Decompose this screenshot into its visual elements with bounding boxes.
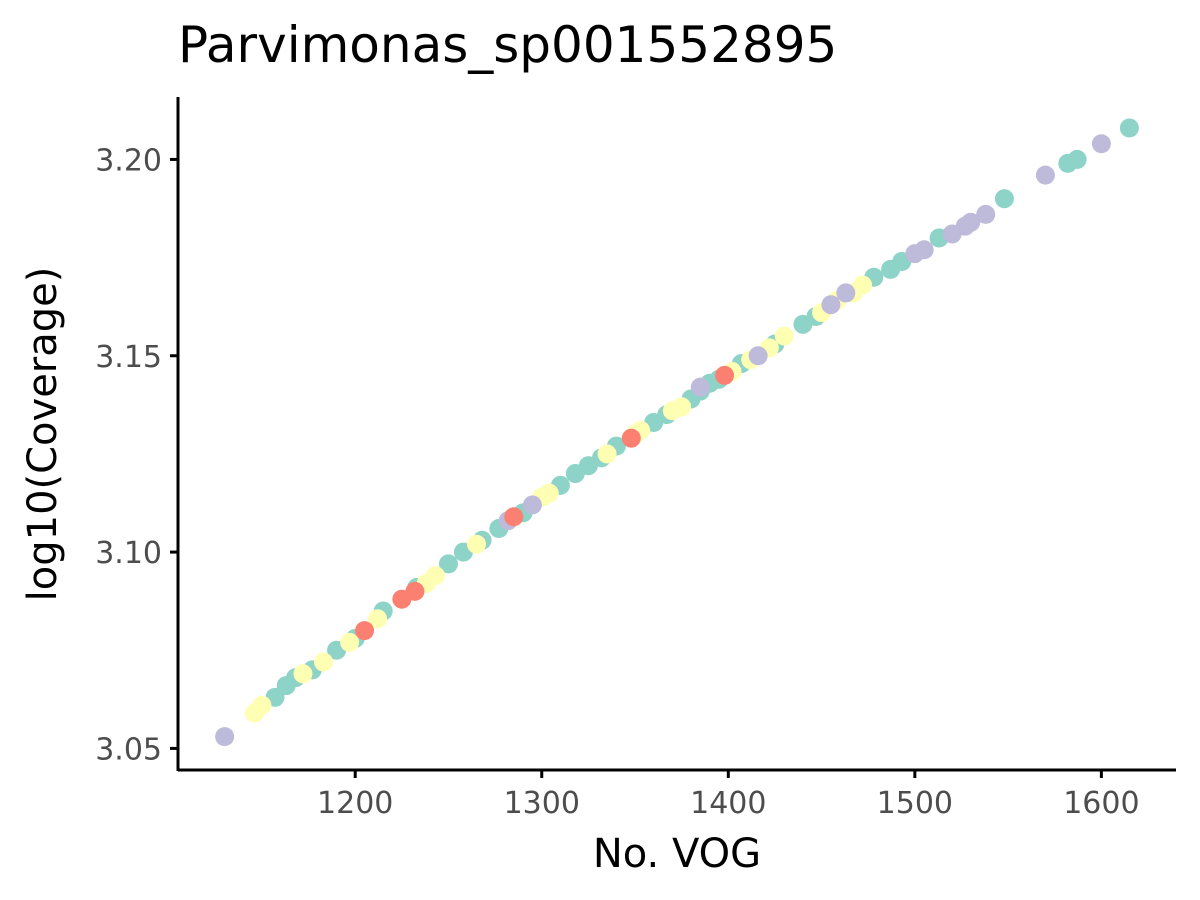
data-point [836, 283, 856, 303]
x-axis-ticks: 1200 1300 1400 1500 1600 [317, 770, 1140, 821]
x-tick-label: 1600 [1063, 786, 1139, 821]
y-tick-label: 3.20 [95, 143, 162, 178]
data-point [293, 664, 313, 684]
data-point [774, 326, 794, 346]
points-layer [215, 118, 1139, 747]
data-point [522, 495, 542, 515]
data-point [715, 365, 735, 385]
x-tick-label: 1200 [317, 786, 393, 821]
x-tick-label: 1500 [877, 786, 953, 821]
data-point [1035, 165, 1055, 185]
data-point [672, 397, 692, 417]
data-point [690, 377, 710, 397]
data-point [368, 609, 388, 629]
data-point [314, 652, 334, 672]
data-point [466, 534, 486, 554]
y-axis-ticks: 3.05 3.10 3.15 3.20 [95, 143, 178, 767]
data-point [355, 621, 375, 641]
y-tick-label: 3.15 [95, 340, 162, 375]
data-point [1091, 134, 1111, 154]
data-point [438, 554, 458, 574]
data-point [215, 727, 235, 747]
data-point [425, 566, 445, 586]
data-point [621, 428, 641, 448]
chart-title: Parvimonas_sp001552895 [178, 16, 837, 74]
data-point [914, 240, 934, 260]
x-axis-label: No. VOG [593, 831, 761, 877]
data-point [340, 632, 360, 652]
y-tick-label: 3.10 [95, 536, 162, 571]
data-point [976, 204, 996, 224]
x-tick-label: 1400 [690, 786, 766, 821]
data-point [748, 346, 768, 366]
data-point [853, 275, 873, 295]
data-point [1067, 149, 1087, 169]
y-axis-label: log10(Coverage) [20, 267, 66, 602]
data-point [405, 581, 425, 601]
data-point [597, 444, 617, 464]
data-point [961, 212, 981, 232]
data-point [1119, 118, 1139, 138]
x-tick-label: 1300 [504, 786, 580, 821]
y-tick-label: 3.05 [95, 732, 162, 767]
data-point [539, 483, 559, 503]
data-point [504, 507, 524, 527]
data-point [252, 695, 272, 715]
data-point [994, 189, 1014, 209]
data-point [821, 295, 841, 315]
